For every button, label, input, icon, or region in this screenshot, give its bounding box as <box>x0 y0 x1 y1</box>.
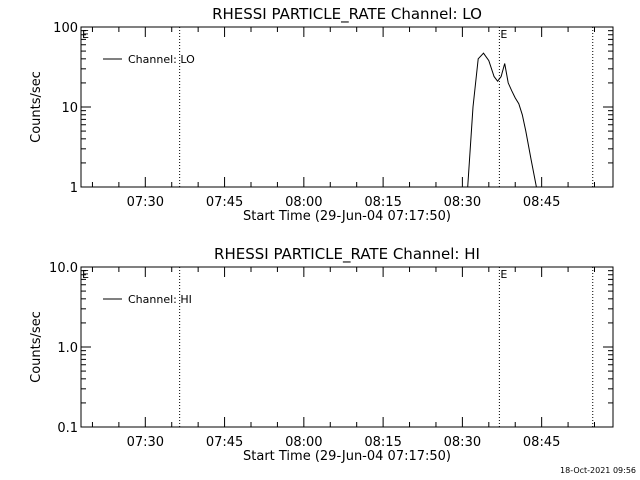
y-tick-label: 100 <box>53 21 78 36</box>
series-line <box>467 52 537 187</box>
panel-2: RHESSI PARTICLE_RATE Channel: HI Start Ti… <box>29 245 614 464</box>
x-tick-label: 07:30 <box>127 435 164 450</box>
x-axis-label: Start Time (29-Jun-04 07:17:50) <box>243 449 451 464</box>
event-marker-label: E <box>500 268 507 281</box>
x-tick-label: 08:45 <box>523 195 560 210</box>
plot-frame <box>80 26 614 188</box>
x-tick-label: 08:30 <box>444 435 481 450</box>
x-tick-label: 08:15 <box>364 195 401 210</box>
event-marker-label: E <box>82 268 89 281</box>
x-tick-label: 08:30 <box>444 195 481 210</box>
y-tick-label: 1 <box>70 181 78 196</box>
y-tick-label: 0.1 <box>57 421 78 436</box>
chart-title: RHESSI PARTICLE_RATE Channel: HI <box>214 245 480 264</box>
x-axis-label: Start Time (29-Jun-04 07:17:50) <box>243 209 451 224</box>
plot-timestamp: 18-Oct-2021 09:56 <box>560 466 636 475</box>
x-tick-label: 07:45 <box>206 435 243 450</box>
y-tick-label: 1.0 <box>57 341 78 356</box>
y-tick-label: 10 <box>61 101 78 116</box>
x-tick-label: 07:45 <box>206 195 243 210</box>
x-tick-label: 08:00 <box>285 195 322 210</box>
x-tick-label: 08:45 <box>523 435 560 450</box>
y-axis-label: Counts/sec <box>29 311 44 383</box>
x-tick-label: 08:15 <box>364 435 401 450</box>
panel-1: RHESSI PARTICLE_RATE Channel: LO Start Ti… <box>29 5 614 224</box>
x-tick-label: 07:30 <box>127 195 164 210</box>
y-tick-label: 10.0 <box>49 261 78 276</box>
x-tick-label: 08:00 <box>285 435 322 450</box>
legend-label: Channel: HI <box>128 293 192 306</box>
event-marker-label: E <box>500 28 507 41</box>
y-axis-label: Counts/sec <box>29 71 44 143</box>
legend-label: Channel: LO <box>128 53 195 66</box>
plot-frame <box>80 266 614 428</box>
chart-title: RHESSI PARTICLE_RATE Channel: LO <box>212 5 482 24</box>
event-marker-label: E <box>82 28 89 41</box>
